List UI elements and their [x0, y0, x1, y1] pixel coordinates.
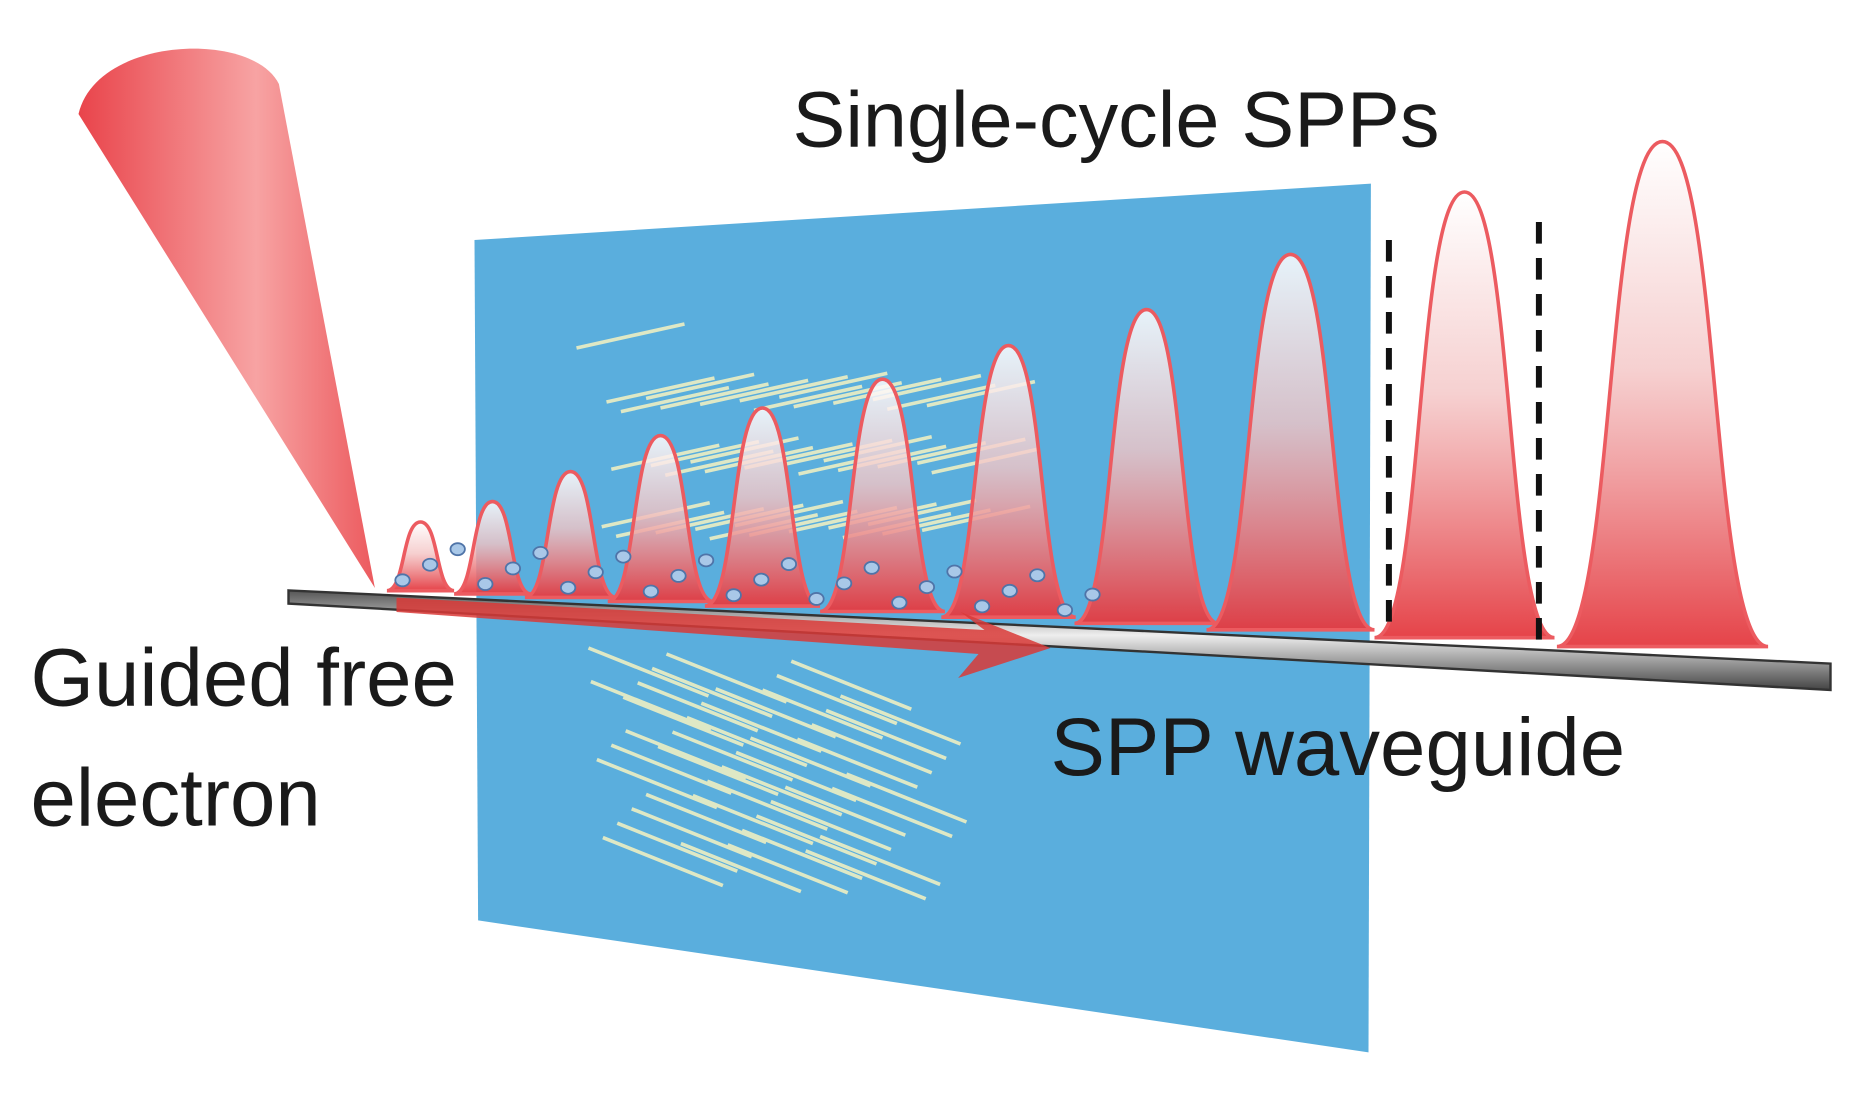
streak	[776, 673, 898, 726]
pulse	[704, 406, 821, 608]
electrons	[394, 542, 1101, 617]
electron	[394, 573, 411, 588]
streak	[845, 772, 968, 824]
pulse	[819, 377, 946, 614]
electron-label: electron	[31, 753, 321, 844]
streak	[651, 666, 773, 719]
streak	[819, 834, 941, 887]
streak	[686, 715, 808, 768]
electron	[449, 542, 466, 557]
streak	[620, 385, 730, 414]
pulse	[1205, 252, 1376, 632]
streak	[735, 750, 857, 803]
streak	[700, 701, 822, 753]
streak	[606, 376, 715, 404]
electron	[836, 576, 853, 591]
pulse	[1373, 190, 1556, 640]
streak	[886, 383, 996, 411]
streak	[839, 694, 962, 746]
streak	[637, 681, 759, 733]
streak	[622, 695, 744, 747]
streak	[831, 786, 953, 839]
streak	[625, 729, 747, 781]
laser-cone	[78, 48, 375, 589]
electron	[587, 565, 604, 580]
streak	[657, 744, 779, 797]
streak	[631, 807, 753, 859]
electron	[946, 564, 963, 579]
streak	[770, 799, 892, 852]
streak	[699, 378, 809, 407]
streak	[753, 384, 863, 413]
streak	[761, 688, 884, 740]
electron-arrow	[396, 597, 1051, 678]
streak	[660, 382, 769, 410]
electron	[1001, 583, 1018, 598]
electron	[698, 553, 715, 568]
electron	[504, 561, 521, 576]
streak	[778, 371, 888, 399]
electron	[863, 560, 880, 575]
spp-pulses	[386, 139, 1769, 649]
pulse	[940, 343, 1077, 619]
electron	[477, 577, 494, 591]
electron	[808, 592, 825, 606]
pulses-label: Single-cycle SPPs	[793, 74, 1440, 163]
streak	[645, 792, 767, 845]
streak	[825, 708, 947, 761]
electron	[560, 580, 577, 595]
electron	[753, 572, 770, 587]
streak	[602, 835, 724, 888]
streak	[739, 375, 849, 403]
streak	[692, 793, 814, 846]
streak	[576, 322, 685, 350]
electron	[421, 557, 439, 572]
streak	[755, 814, 878, 866]
streak	[587, 646, 710, 698]
electron	[1084, 587, 1101, 602]
electron	[918, 580, 935, 594]
streak	[665, 652, 788, 704]
electron	[891, 595, 908, 610]
electron-label: Guided free	[31, 633, 457, 724]
streak	[741, 828, 863, 881]
electron	[973, 599, 991, 614]
streak	[671, 730, 794, 782]
electron	[780, 557, 797, 571]
electron	[1056, 603, 1073, 617]
electron	[642, 584, 659, 599]
streak	[721, 765, 843, 817]
waveguide-label: SPP waveguide	[1051, 702, 1626, 793]
streak	[749, 736, 872, 788]
streak	[680, 841, 802, 894]
streak	[645, 372, 755, 401]
streak	[805, 849, 927, 901]
streak	[727, 843, 849, 895]
streak	[811, 723, 933, 775]
electron	[532, 546, 549, 560]
streak	[706, 779, 828, 831]
electron	[725, 588, 742, 603]
pulse	[1556, 139, 1769, 649]
electron	[1029, 568, 1046, 583]
electron	[615, 549, 632, 564]
streak	[790, 659, 912, 711]
streak	[610, 743, 732, 795]
pulse	[1073, 307, 1220, 626]
streak	[616, 821, 738, 873]
streak	[784, 785, 906, 837]
streak	[796, 737, 918, 789]
streak	[590, 679, 712, 732]
streak	[596, 757, 718, 810]
streak	[715, 687, 837, 739]
electron	[670, 569, 687, 583]
